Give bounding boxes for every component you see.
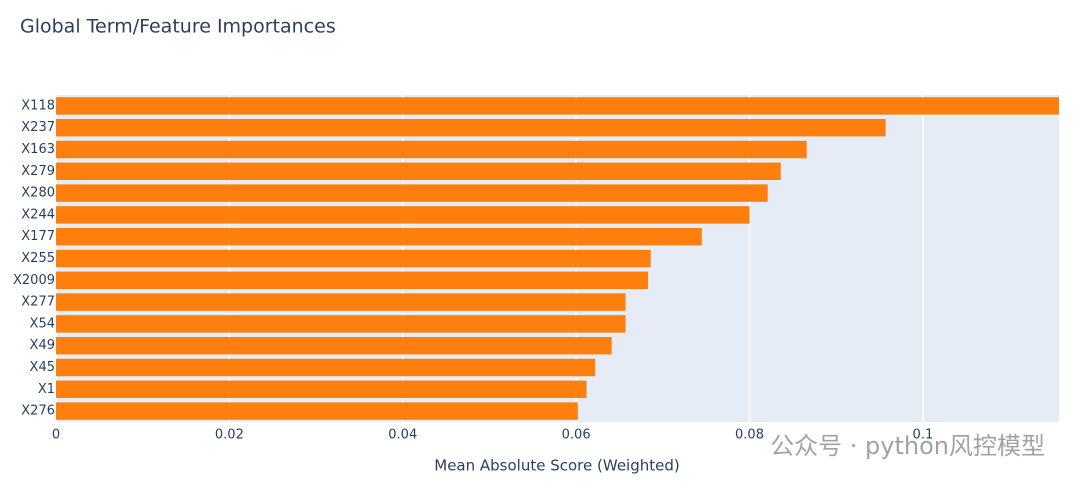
y-tick-label: X255 [21, 251, 55, 266]
y-tick-label: X163 [21, 142, 55, 157]
x-tick-label: 0.06 [562, 428, 591, 443]
y-tick-label: X280 [21, 186, 55, 201]
x-tick-label: 0.04 [388, 428, 417, 443]
y-tick-label: X49 [30, 338, 55, 353]
bar [56, 358, 596, 377]
y-tick-label: X244 [21, 207, 55, 222]
chart-title: Global Term/Feature Importances [20, 16, 336, 38]
bar [56, 162, 781, 181]
y-tick-label: X276 [21, 404, 55, 419]
bar [56, 271, 649, 290]
bar [56, 249, 651, 268]
x-axis-label: Mean Absolute Score (Weighted) [434, 457, 679, 475]
layer: 0 0.02 0.04 0.06 0.08 0.1 X118 X237 X163 X279 X280… [13, 95, 1059, 443]
y-tick-label: X54 [30, 316, 55, 331]
y-tick-label: X1 [38, 382, 55, 397]
bar [56, 184, 768, 202]
y-tick-label: X279 [21, 164, 55, 179]
x-tick-label: 0 [52, 428, 60, 443]
y-tick-label: X45 [30, 360, 55, 375]
x-tick-label: 0.02 [215, 428, 244, 443]
bar [56, 315, 626, 333]
bar [56, 206, 750, 224]
y-tick-label: X277 [21, 295, 55, 310]
bar [56, 336, 612, 355]
x-tick-label: 0.1 [913, 428, 934, 443]
y-tick-label: X2009 [13, 273, 55, 288]
bar [56, 118, 886, 137]
x-tick-label: 0.08 [735, 428, 764, 443]
bar [56, 227, 702, 246]
bar [56, 293, 626, 311]
watermark: 公众号 · python风控模型 [770, 432, 1045, 460]
y-tick-label: X177 [21, 229, 55, 244]
bar [56, 140, 807, 159]
y-tick-label: X118 [21, 98, 55, 113]
bar [56, 97, 1059, 115]
bar [56, 402, 578, 420]
bar [56, 380, 587, 399]
y-tick-label: X237 [21, 120, 55, 135]
